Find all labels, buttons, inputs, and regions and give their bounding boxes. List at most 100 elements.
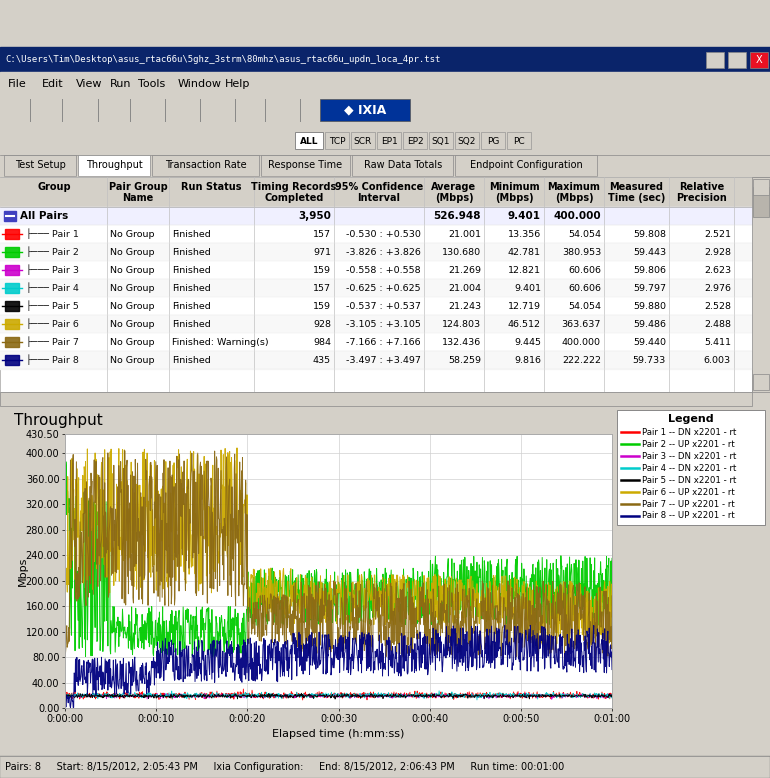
Text: Finished: Finished — [172, 283, 211, 293]
Text: -3.826 : +3.826: -3.826 : +3.826 — [346, 247, 421, 257]
Text: EP2: EP2 — [407, 136, 424, 145]
Text: Transaction Rate: Transaction Rate — [165, 160, 246, 170]
Text: Maximum: Maximum — [547, 182, 601, 192]
Text: 21.004: 21.004 — [448, 283, 481, 293]
Text: 59.808: 59.808 — [633, 230, 666, 239]
Text: Pair 7 -- UP x2201 - rt: Pair 7 -- UP x2201 - rt — [642, 499, 735, 509]
Text: Pair 5 -- DN x2201 - rt: Pair 5 -- DN x2201 - rt — [642, 475, 736, 485]
Text: Test Setup: Test Setup — [15, 160, 65, 170]
Text: ├─── Pair 2: ├─── Pair 2 — [26, 247, 79, 258]
Text: 435: 435 — [313, 356, 331, 365]
Bar — [0, 315, 752, 333]
Text: 42.781: 42.781 — [508, 247, 541, 257]
Text: 928: 928 — [313, 320, 331, 328]
Bar — [753, 179, 769, 195]
Text: 380.953: 380.953 — [562, 247, 601, 257]
Text: 54.054: 54.054 — [568, 302, 601, 310]
Bar — [5, 337, 19, 347]
Bar — [752, 177, 770, 392]
Text: 59.806: 59.806 — [633, 265, 666, 275]
Text: 159: 159 — [313, 302, 331, 310]
Text: Mbps: Mbps — [18, 556, 28, 586]
Text: 54.054: 54.054 — [568, 230, 601, 239]
Text: Throughput: Throughput — [85, 160, 142, 170]
Text: 2.976: 2.976 — [704, 283, 731, 293]
Text: 2.521: 2.521 — [704, 230, 731, 239]
Text: 59.733: 59.733 — [633, 356, 666, 365]
Text: 59.486: 59.486 — [633, 320, 666, 328]
Text: 13.356: 13.356 — [507, 230, 541, 239]
Text: ◆ IXIA: ◆ IXIA — [344, 103, 386, 117]
Text: PC: PC — [513, 136, 525, 145]
Text: (Mbps): (Mbps) — [554, 193, 594, 203]
Bar — [5, 283, 19, 293]
Text: Time (sec): Time (sec) — [608, 193, 665, 203]
Bar — [481, 132, 505, 149]
Bar — [0, 155, 770, 177]
Text: Run Status: Run Status — [181, 182, 242, 192]
Bar — [0, 243, 752, 261]
Bar — [0, 279, 752, 297]
Text: Legend: Legend — [668, 414, 714, 424]
Text: Precision: Precision — [676, 193, 727, 203]
Text: TCP: TCP — [329, 136, 345, 145]
Bar — [750, 52, 768, 68]
Text: No Group: No Group — [110, 265, 155, 275]
Bar — [320, 99, 410, 121]
Text: 526.948: 526.948 — [434, 211, 481, 221]
Text: 95% Confidence: 95% Confidence — [335, 182, 424, 192]
Text: 21.243: 21.243 — [448, 302, 481, 310]
Bar — [5, 319, 19, 329]
Text: 46.512: 46.512 — [508, 320, 541, 328]
Bar — [0, 261, 752, 279]
Bar — [5, 265, 19, 275]
Text: 2.488: 2.488 — [704, 320, 731, 328]
Bar — [5, 301, 19, 311]
Text: ├─── Pair 4: ├─── Pair 4 — [26, 282, 79, 293]
Text: Finished: Finished — [172, 247, 211, 257]
Text: 157: 157 — [313, 230, 331, 239]
Text: No Group: No Group — [110, 320, 155, 328]
Text: ├─── Pair 8: ├─── Pair 8 — [26, 355, 79, 366]
Bar — [617, 410, 765, 525]
Bar — [377, 132, 401, 149]
Text: 400.000: 400.000 — [554, 211, 601, 221]
Text: Finished: Finished — [172, 265, 211, 275]
Bar — [455, 155, 597, 176]
Text: -3.497 : +3.497: -3.497 : +3.497 — [346, 356, 421, 365]
Text: 5.411: 5.411 — [704, 338, 731, 346]
Text: PG: PG — [487, 136, 499, 145]
Bar — [753, 187, 769, 217]
Text: -0.625 : +0.625: -0.625 : +0.625 — [346, 283, 421, 293]
Text: -0.558 : +0.558: -0.558 : +0.558 — [346, 265, 421, 275]
Bar — [0, 392, 752, 406]
Text: No Group: No Group — [110, 283, 155, 293]
Text: ├─── Pair 5: ├─── Pair 5 — [26, 300, 79, 311]
Text: 21.269: 21.269 — [448, 265, 481, 275]
Bar — [455, 132, 479, 149]
Bar — [325, 132, 349, 149]
Text: 12.821: 12.821 — [508, 265, 541, 275]
Text: Name: Name — [122, 193, 154, 203]
Text: 157: 157 — [313, 283, 331, 293]
Text: -3.105 : +3.105: -3.105 : +3.105 — [346, 320, 421, 328]
Text: 60.606: 60.606 — [568, 265, 601, 275]
Bar — [351, 132, 375, 149]
Text: Finished: Finished — [172, 356, 211, 365]
X-axis label: Elapsed time (h:mm:ss): Elapsed time (h:mm:ss) — [273, 729, 405, 739]
Text: Interval: Interval — [357, 193, 400, 203]
Bar — [753, 374, 769, 390]
Text: No Group: No Group — [110, 230, 155, 239]
Text: Finished: Warning(s): Finished: Warning(s) — [172, 338, 269, 346]
Text: Finished: Finished — [172, 302, 211, 310]
Text: 3,950: 3,950 — [298, 211, 331, 221]
Text: Pair Group: Pair Group — [109, 182, 167, 192]
Bar — [295, 132, 323, 149]
Text: 58.259: 58.259 — [448, 356, 481, 365]
Text: Completed: Completed — [264, 193, 323, 203]
Text: -0.530 : +0.530: -0.530 : +0.530 — [346, 230, 421, 239]
Text: Help: Help — [225, 79, 250, 89]
Text: 2.928: 2.928 — [704, 247, 731, 257]
Text: View: View — [76, 79, 102, 89]
Text: 2.528: 2.528 — [704, 302, 731, 310]
